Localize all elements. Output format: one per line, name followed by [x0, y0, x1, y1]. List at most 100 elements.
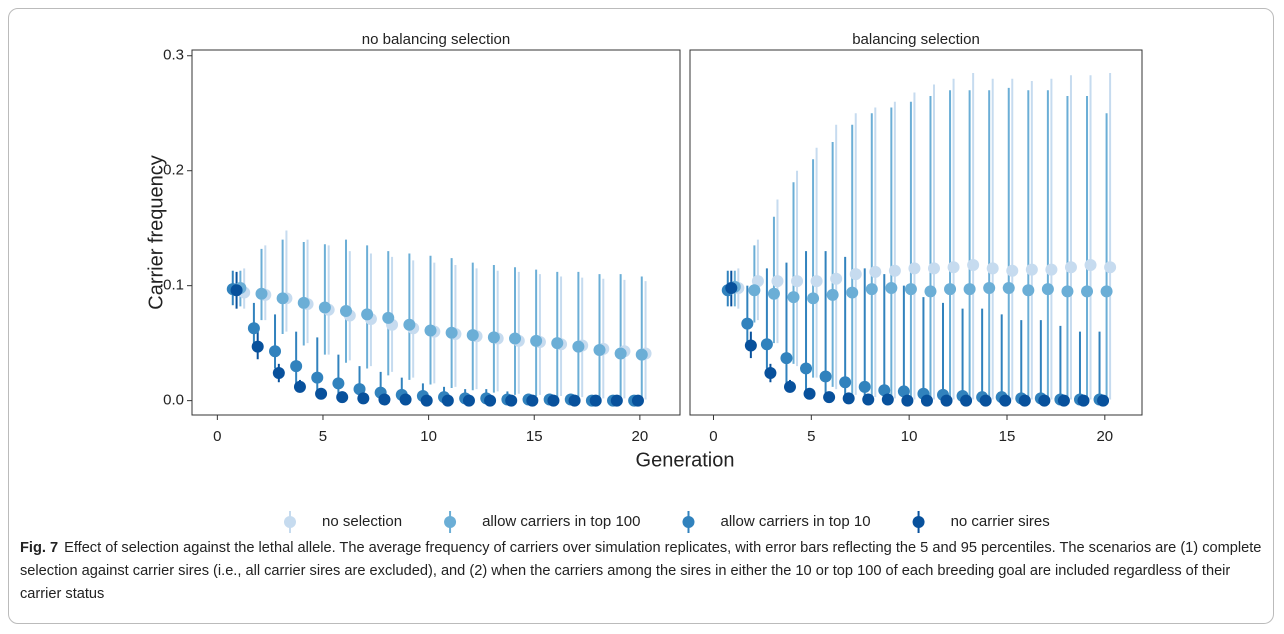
point	[1100, 285, 1113, 298]
point	[751, 275, 764, 288]
point	[297, 296, 310, 309]
point	[904, 283, 917, 296]
point	[810, 275, 823, 288]
point	[928, 262, 941, 275]
point	[1006, 264, 1019, 277]
point	[445, 326, 458, 339]
legend-key	[284, 516, 296, 528]
point	[725, 281, 738, 294]
point	[1084, 258, 1097, 271]
legend-key	[912, 516, 925, 528]
x-tick-label: 20	[1096, 428, 1113, 445]
point	[967, 258, 980, 271]
point	[635, 348, 648, 361]
point	[823, 391, 836, 404]
legend-label: no carrier sires	[951, 513, 1050, 530]
point	[353, 383, 366, 396]
point	[819, 370, 832, 383]
point	[944, 283, 957, 296]
point	[247, 322, 260, 335]
point	[830, 272, 843, 285]
point	[551, 337, 564, 350]
point	[849, 268, 862, 281]
point	[960, 394, 973, 407]
point	[744, 339, 757, 352]
point	[764, 367, 777, 380]
point	[791, 275, 804, 288]
point	[1002, 281, 1015, 294]
point	[276, 292, 289, 305]
point	[787, 291, 800, 304]
point	[251, 340, 264, 353]
plot-panel	[191, 49, 681, 416]
point	[1041, 283, 1054, 296]
point	[862, 393, 875, 406]
x-tick-label: 15	[999, 428, 1016, 445]
legend-label: no selection	[322, 513, 402, 530]
point	[846, 286, 859, 299]
point	[593, 344, 606, 357]
point	[940, 394, 953, 407]
point	[614, 347, 627, 360]
y-axis-label: Carrier frequency	[145, 155, 167, 310]
point	[336, 391, 349, 404]
caption-label: Fig. 7	[20, 540, 59, 556]
y-tick-label: 0.3	[163, 47, 184, 64]
point	[741, 317, 754, 330]
point	[767, 287, 780, 300]
x-tick-label: 20	[632, 428, 649, 445]
point	[901, 394, 914, 407]
point	[466, 329, 479, 342]
point	[631, 394, 644, 407]
point	[378, 393, 391, 406]
point	[509, 332, 522, 345]
panel-title: no balancing selection	[362, 31, 510, 48]
point	[842, 392, 855, 405]
point	[780, 352, 793, 365]
point	[1104, 261, 1117, 274]
point	[526, 394, 539, 407]
point	[908, 262, 921, 275]
point	[318, 301, 331, 314]
point	[332, 377, 345, 390]
point	[547, 394, 560, 407]
point	[869, 265, 882, 278]
point	[420, 394, 433, 407]
point	[920, 394, 933, 407]
point	[983, 281, 996, 294]
point	[783, 380, 796, 393]
point	[315, 387, 328, 400]
x-tick-label: 0	[213, 428, 221, 445]
point	[807, 292, 820, 305]
point	[1022, 284, 1035, 297]
y-tick-label: 0.1	[163, 277, 184, 294]
point	[979, 394, 992, 407]
point	[403, 318, 416, 331]
point	[881, 393, 894, 406]
point	[293, 380, 306, 393]
point	[572, 340, 585, 353]
y-tick-label: 0.0	[163, 392, 184, 409]
point	[1097, 394, 1110, 407]
point	[1064, 261, 1077, 274]
point	[865, 283, 878, 296]
point	[924, 285, 937, 298]
point	[290, 360, 303, 373]
point	[462, 394, 475, 407]
x-tick-label: 0	[709, 428, 717, 445]
figure-frame	[8, 8, 1274, 624]
legend-key	[682, 516, 695, 528]
point	[771, 275, 784, 288]
panel-title: balancing selection	[852, 31, 980, 48]
point	[1038, 394, 1051, 407]
x-tick-label: 10	[901, 428, 918, 445]
caption: Fig. 7 Effect of selection against the le…	[20, 537, 1270, 606]
point	[340, 304, 353, 317]
point	[487, 331, 500, 344]
point	[272, 367, 285, 380]
point	[484, 394, 497, 407]
point	[1057, 394, 1070, 407]
point	[947, 261, 960, 274]
point	[1018, 394, 1031, 407]
point	[878, 384, 891, 397]
